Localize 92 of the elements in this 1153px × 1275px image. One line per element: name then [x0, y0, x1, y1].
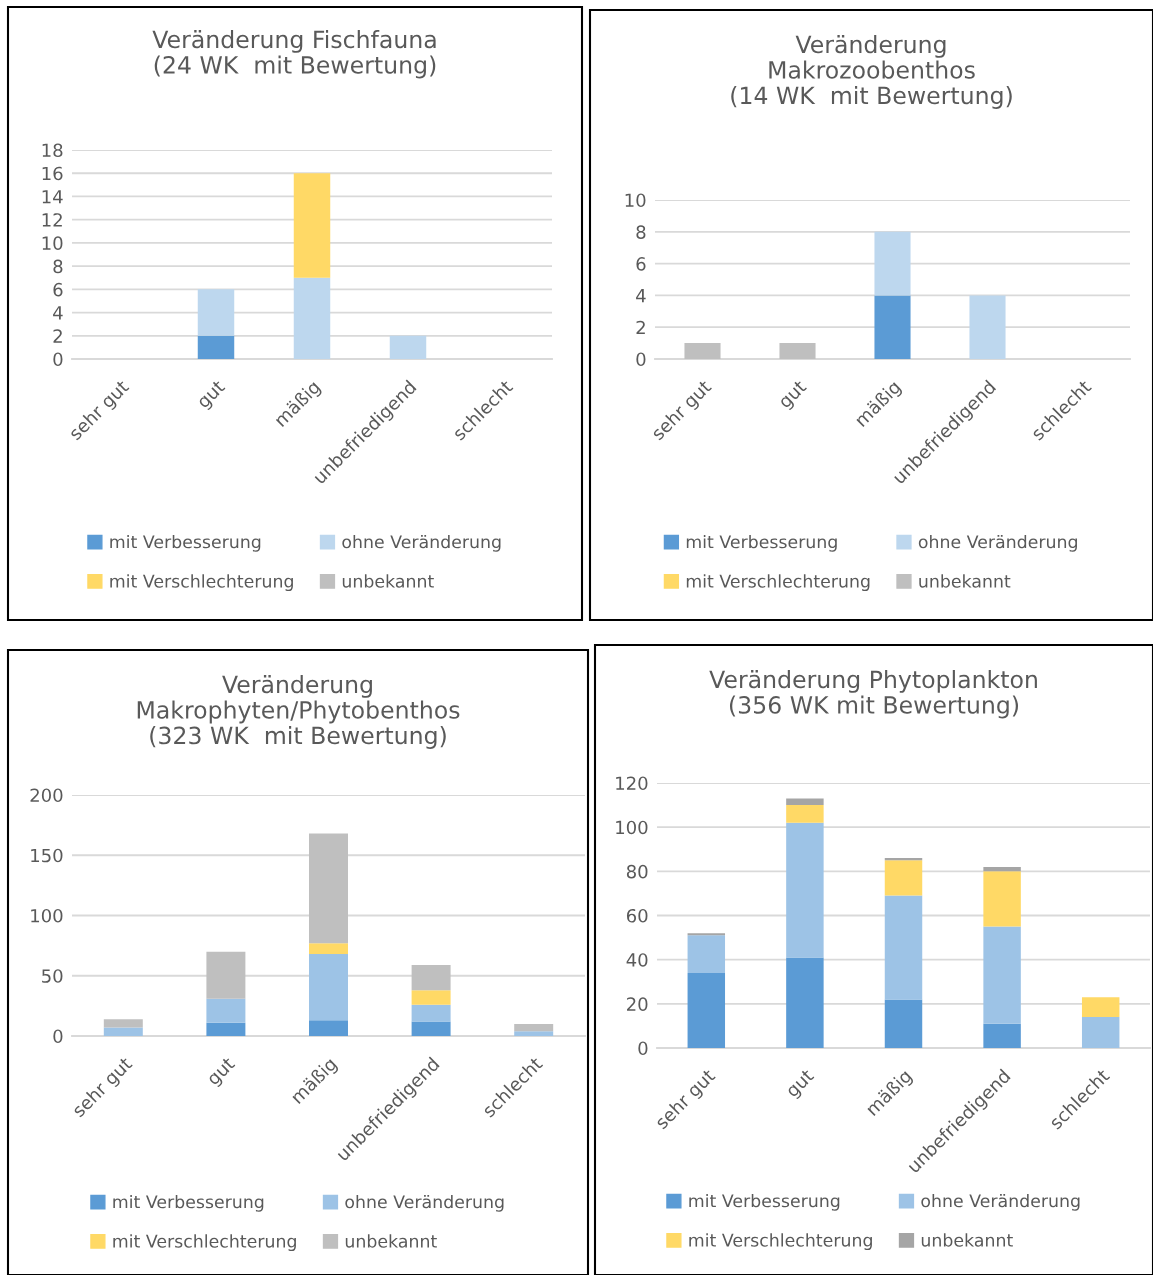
- legend-label: mit Verschlechterung: [689, 1233, 872, 1251]
- y-tick-label: 80: [626, 864, 648, 879]
- bar: [411, 990, 451, 1005]
- y-tick-label: 100: [616, 820, 648, 835]
- bar: [786, 798, 824, 806]
- bar: [309, 833, 348, 944]
- bar: [983, 866, 1021, 872]
- bar: [206, 998, 246, 1023]
- bar: [411, 964, 451, 991]
- y-tick-label: 6: [636, 257, 646, 271]
- bar: [514, 1023, 554, 1032]
- bar: [1081, 997, 1120, 1018]
- y-tick-label: 0: [53, 352, 63, 367]
- bar: [206, 951, 246, 999]
- y-tick-label: 60: [626, 908, 648, 923]
- y-tick-label: 50: [42, 969, 63, 983]
- bar: [884, 860, 923, 896]
- y-tick-label: 100: [31, 908, 63, 923]
- legend-label: ohne Veränderung: [342, 534, 501, 552]
- bar: [983, 871, 1021, 927]
- bar: [786, 957, 824, 1048]
- y-tick-label: 0: [638, 1041, 648, 1056]
- bar: [206, 1022, 246, 1036]
- y-tick-label: 120: [616, 776, 648, 791]
- y-tick-label: 8: [53, 259, 63, 274]
- y-tick-label: 0: [636, 352, 646, 367]
- y-tick-label: 2: [53, 329, 62, 343]
- y-tick-label: 20: [627, 997, 648, 1011]
- x-tick-label: gut: [785, 1068, 817, 1101]
- chart-title: Veränderung Phytoplankton (356 WK mit Bewertung): [709, 670, 1037, 719]
- y-tick-label: 0: [53, 1029, 63, 1044]
- bar: [969, 295, 1006, 359]
- bar: [293, 277, 331, 359]
- chart-title: Veränderung Fischfauna (24 WK mit Bewertung): [152, 30, 436, 79]
- bar: [687, 935, 726, 973]
- bar: [103, 1027, 143, 1036]
- y-tick-label: 10: [42, 236, 63, 251]
- bar: [983, 1023, 1021, 1048]
- chart-title: Veränderung Makrozoobenthos (14 WK mit Bewertung): [731, 35, 1012, 109]
- legend-label: mit Verbesserung: [686, 534, 837, 552]
- bar: [389, 335, 427, 359]
- bar: [983, 926, 1021, 1024]
- bar: [197, 289, 235, 336]
- legend-label: mit Verschlechterung: [113, 1234, 296, 1252]
- y-tick-label: 14: [42, 190, 63, 204]
- legend-label: mit Verbesserung: [113, 1194, 264, 1212]
- bar: [197, 335, 235, 359]
- bar: [309, 954, 348, 1021]
- legend-label: mit Verbesserung: [110, 534, 261, 552]
- legend-label: mit Verschlechterung: [110, 574, 293, 592]
- y-tick-label: 4: [53, 306, 63, 320]
- legend-label: ohne Veränderung: [918, 534, 1077, 552]
- legend-label: mit Verbesserung: [689, 1193, 840, 1211]
- legend-label: unbekannt: [921, 1233, 1013, 1247]
- bar: [293, 173, 331, 278]
- bar: [884, 895, 923, 1000]
- bar: [786, 822, 824, 958]
- bar: [309, 1020, 348, 1036]
- x-tick-label: gut: [196, 379, 229, 412]
- legend-label: mit Verschlechterung: [686, 574, 870, 592]
- x-tick-label: gut: [206, 1056, 238, 1089]
- y-tick-label: 6: [53, 282, 63, 297]
- legend-label: ohne Veränderung: [345, 1194, 504, 1212]
- bar: [103, 1019, 143, 1028]
- bar: [786, 805, 824, 823]
- bar: [874, 295, 911, 359]
- y-tick-label: 4: [636, 289, 646, 303]
- chart-title: Veränderung Makrophyten/Phytobenthos (323 WK mit Bewertung): [137, 675, 460, 749]
- bar: [779, 343, 816, 359]
- y-tick-label: 200: [30, 788, 63, 803]
- bar: [1081, 1017, 1120, 1048]
- y-tick-label: 16: [42, 166, 63, 181]
- legend-label: unbekannt: [919, 574, 1011, 588]
- bar: [514, 1031, 554, 1036]
- legend-label: unbekannt: [345, 1234, 437, 1248]
- y-tick-label: 2: [636, 320, 645, 335]
- bar: [411, 1021, 451, 1036]
- bar: [874, 231, 911, 296]
- bar: [687, 972, 726, 1048]
- y-tick-label: 10: [625, 193, 646, 208]
- x-tick-label: gut: [777, 379, 810, 412]
- bar: [309, 943, 348, 955]
- legend-label: ohne Veränderung: [921, 1193, 1080, 1211]
- bar: [684, 343, 721, 359]
- y-tick-label: 150: [31, 848, 63, 863]
- y-tick-label: 8: [636, 225, 646, 239]
- y-tick-label: 40: [626, 953, 648, 967]
- y-tick-label: 18: [42, 143, 63, 158]
- legend-label: unbekannt: [342, 574, 434, 588]
- y-tick-label: 12: [42, 213, 62, 227]
- bar: [884, 999, 923, 1048]
- bar: [411, 1004, 451, 1022]
